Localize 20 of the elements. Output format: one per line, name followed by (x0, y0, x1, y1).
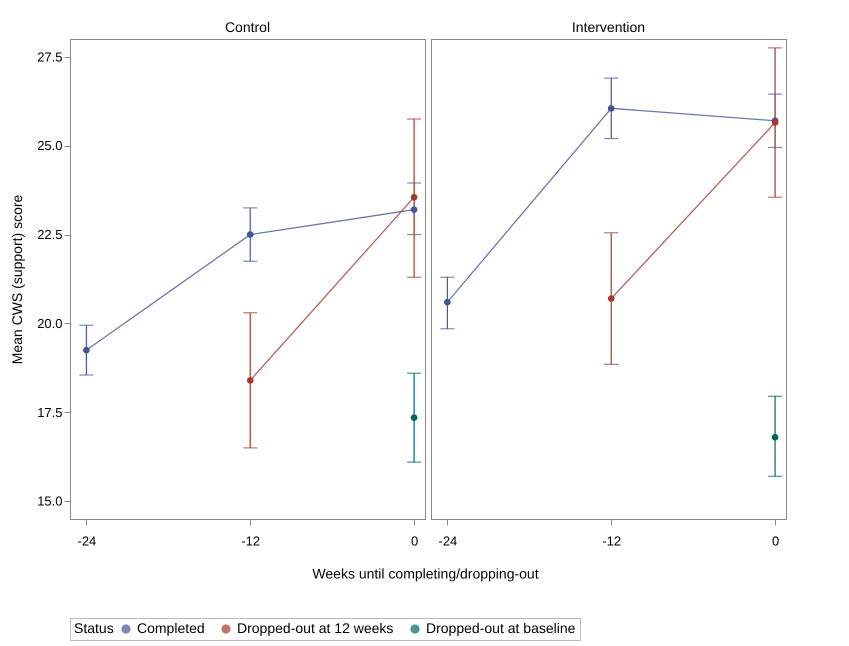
x-tick-label: 0 (410, 534, 418, 548)
chart-title: Control (224, 19, 270, 35)
y-tick-label: 22.5 (37, 227, 62, 242)
y-tick-label: 17.5 (37, 404, 62, 420)
legend-label: Dropped-out at baseline (426, 620, 576, 636)
legend-label: Dropped-out at 12 weeks (237, 620, 394, 636)
legend-label: Completed (137, 620, 205, 636)
x-tick-label: -12 (602, 534, 622, 548)
legend-title: Status (74, 620, 114, 636)
x-tick-label: 0 (772, 534, 780, 548)
y-axis-title: Mean CWS (support) score (9, 194, 26, 364)
y-tick-label: 25.0 (37, 138, 62, 154)
y-tick-label: 20.0 (37, 316, 62, 331)
y-tick-label: 27.5 (37, 49, 62, 64)
chart-title: Intervention (572, 19, 646, 35)
x-tick-label: -24 (438, 534, 458, 548)
x-axis-title: Weeks until completing/dropping-out (312, 566, 539, 582)
x-tick-label: -12 (241, 534, 260, 548)
x-tick-label: -24 (77, 534, 96, 548)
y-tick-label: 15.0 (37, 494, 62, 509)
